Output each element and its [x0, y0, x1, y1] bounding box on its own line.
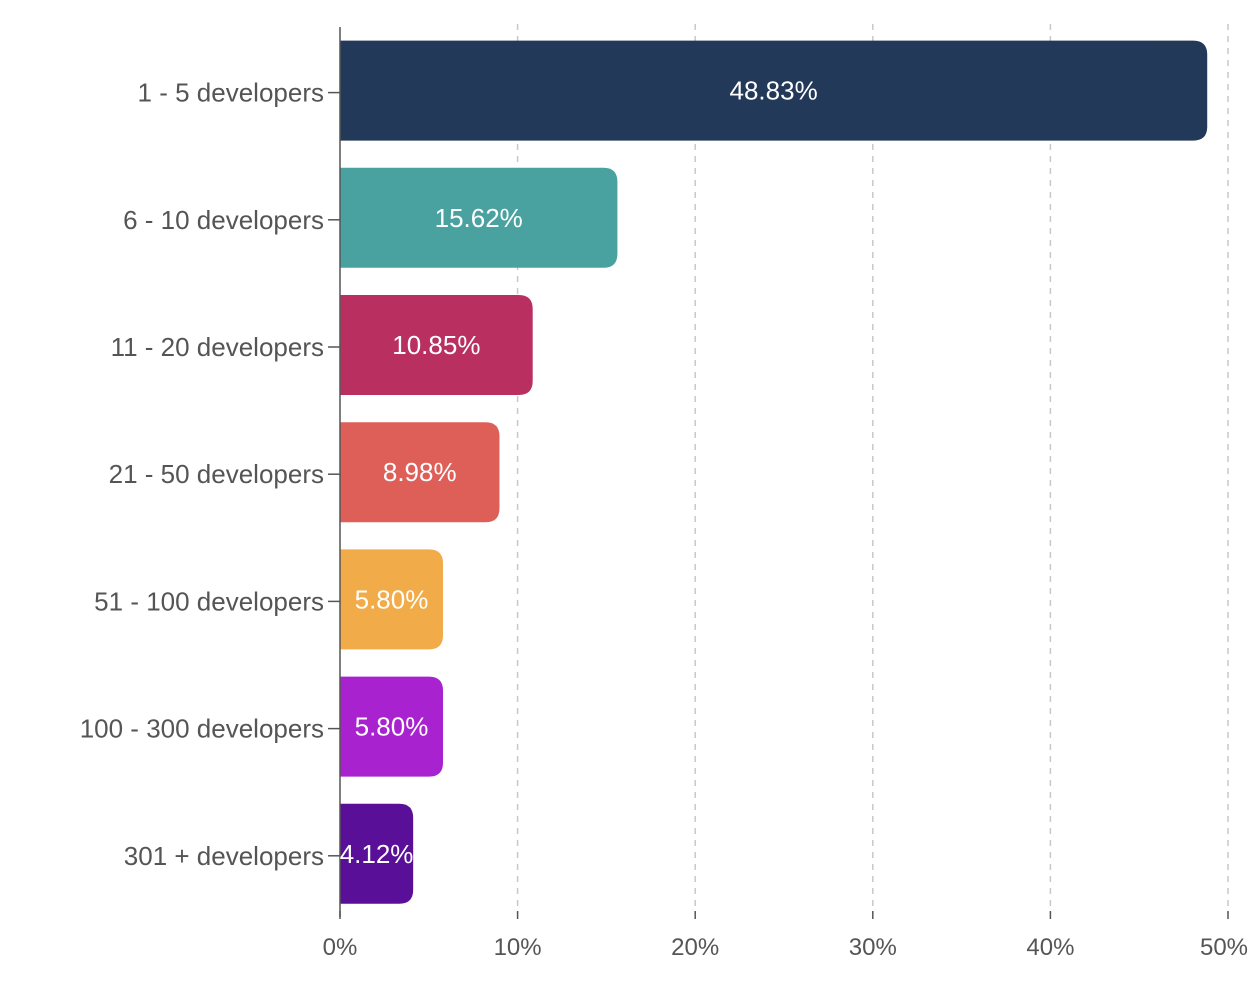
bar-value-label: 8.98% [383, 457, 457, 487]
bar [340, 676, 444, 777]
category-label: 1 - 5 developers [138, 78, 324, 108]
bars [340, 40, 1208, 904]
bar [340, 422, 500, 523]
bar [340, 40, 1208, 141]
x-tick-label: 30% [849, 934, 897, 961]
x-tick-label: 50% [1200, 934, 1248, 961]
bar [340, 295, 533, 395]
bar [340, 549, 444, 650]
gridlines [516, 24, 1229, 913]
bar-value-label: 5.80% [355, 584, 429, 614]
x-tick-label: 40% [1026, 934, 1074, 961]
category-label: 301 + developers [124, 841, 324, 871]
axes [328, 27, 1229, 919]
x-tick-label: 20% [671, 934, 719, 961]
bar-value-label: 48.83% [730, 76, 818, 106]
labels: 0% 10% 20% 30% 40% 50% 48.83% 1 - 5 developers 1… [80, 76, 1248, 961]
bar-value-label: 4.12% [340, 839, 414, 869]
category-label: 51 - 100 developers [94, 586, 324, 616]
x-tick-label: 0% [323, 934, 358, 961]
category-label: 6 - 10 developers [123, 205, 324, 235]
category-label: 21 - 50 developers [109, 459, 324, 489]
bar [340, 803, 414, 904]
bar-value-label: 5.80% [355, 712, 429, 742]
category-label: 100 - 300 developers [80, 714, 324, 744]
bar-value-label: 10.85% [392, 330, 480, 360]
category-label: 11 - 20 developers [111, 332, 324, 362]
bar-value-label: 15.62% [435, 203, 523, 233]
bar [340, 167, 618, 268]
x-tick-label: 10% [494, 934, 542, 961]
